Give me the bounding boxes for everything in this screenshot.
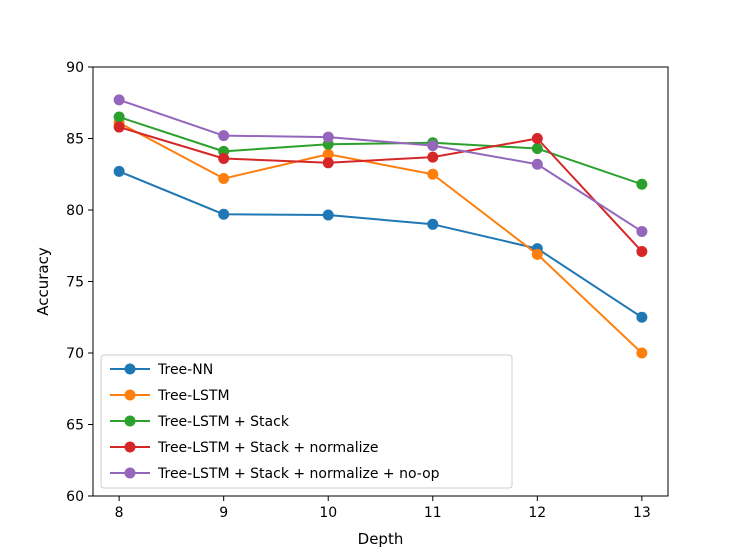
data-point [427, 218, 439, 230]
legend-frame [100, 354, 513, 489]
x-axis-label: Depth [358, 530, 404, 548]
series-1 [113, 165, 648, 323]
x-tick-label: 12 [528, 505, 546, 521]
legend: Tree-NN Tree-LSTM Tree-LSTM + Stack Tree-LS… [100, 354, 513, 489]
data-point [636, 347, 648, 359]
y-tick-label: 60 [66, 489, 84, 505]
data-point [427, 151, 439, 163]
legend-label: Tree-LSTM + Stack + normalize [157, 440, 378, 456]
x-tick-label: 13 [633, 505, 651, 521]
legend-item: Tree-LSTM [110, 388, 230, 404]
y-axis-label: Accuracy [34, 247, 52, 316]
data-point [218, 173, 230, 185]
data-point [322, 131, 334, 143]
y-tick-label: 65 [66, 418, 84, 434]
data-point [113, 121, 125, 133]
legend-marker [124, 363, 136, 375]
x-tick-label: 11 [424, 505, 442, 521]
y-tick-label: 80 [66, 203, 84, 219]
series-line [118, 126, 643, 253]
series-line [118, 170, 643, 319]
data-point [531, 143, 543, 155]
data-point [218, 153, 230, 165]
data-point [427, 168, 439, 180]
y-tick-label: 90 [66, 60, 84, 76]
data-point [113, 94, 125, 106]
x-tick-label: 8 [115, 505, 124, 521]
legend-label: Tree-LSTM [157, 388, 230, 404]
legend-marker [124, 441, 136, 453]
y-tick-label: 85 [66, 132, 84, 148]
data-point [322, 148, 334, 160]
data-point [531, 158, 543, 170]
series-5 [113, 94, 648, 237]
data-point [636, 311, 648, 323]
legend-item: Tree-LSTM + Stack + normalize + no-op [110, 466, 440, 482]
y-tick-label: 75 [66, 275, 84, 291]
y-axis-ticks: 60 65 70 75 80 85 90 [66, 60, 93, 505]
series-line [118, 121, 643, 354]
legend-marker [124, 389, 136, 401]
legend-item: Tree-LSTM + Stack [110, 414, 290, 430]
data-point [531, 133, 543, 144]
data-point [218, 130, 230, 142]
y-tick-label: 70 [66, 346, 84, 362]
legend-label: Tree-NN [157, 362, 213, 378]
data-point [322, 209, 334, 221]
data-point [427, 140, 439, 152]
data-point [636, 178, 648, 190]
legend-marker [124, 467, 136, 479]
series-layer [113, 94, 648, 359]
legend-marker [124, 415, 136, 427]
legend-label: Tree-LSTM + Stack [157, 414, 290, 430]
series-4 [113, 121, 648, 257]
series-line [118, 116, 643, 186]
legend-label: Tree-LSTM + Stack + normalize + no-op [157, 466, 440, 482]
data-point [322, 157, 334, 169]
x-axis-ticks: 8 9 10 11 12 13 [115, 496, 651, 521]
data-point [636, 225, 648, 237]
data-point [218, 208, 230, 220]
legend-item: Tree-NN [110, 362, 213, 378]
data-point [531, 248, 543, 260]
legend-item: Tree-LSTM + Stack + normalize [110, 440, 378, 456]
x-tick-label: 10 [319, 505, 337, 521]
series-line [118, 98, 643, 233]
data-point [113, 111, 125, 123]
data-point [636, 245, 648, 257]
data-point [113, 165, 125, 177]
x-tick-label: 9 [219, 505, 228, 521]
